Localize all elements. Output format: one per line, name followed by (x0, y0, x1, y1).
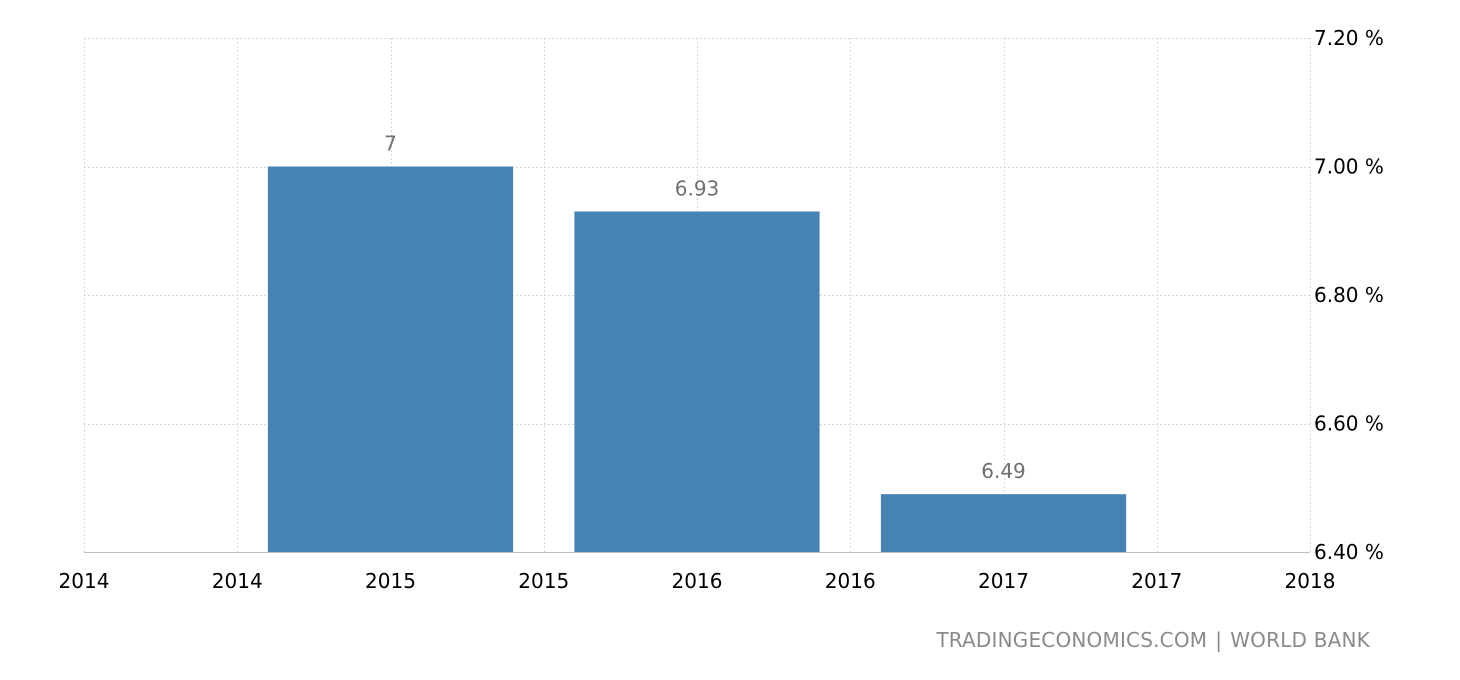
y-tick-label: 7.00 % (1314, 155, 1384, 179)
bar-value-label-2015: 7 (384, 132, 397, 156)
x-tick-label: 2014 (212, 569, 263, 593)
x-tick-label: 2016 (672, 569, 723, 593)
y-tick-label: 6.60 % (1314, 412, 1384, 436)
source-site: TRADINGECONOMICS.COM (936, 628, 1208, 652)
x-tick-label: 2014 (59, 569, 110, 593)
bar-value-labels: 7 6.93 6.49 (384, 132, 1026, 484)
x-axis-ticks: 2014 2014 2015 2015 2016 2016 2017 2017 2018 (59, 569, 1336, 593)
x-tick-label: 2015 (518, 569, 569, 593)
x-tick-label: 2018 (1285, 569, 1336, 593)
x-tick-label: 2015 (365, 569, 416, 593)
y-axis-ticks: 7.20 % 7.00 % 6.80 % 6.60 % 6.40 % (1314, 26, 1384, 564)
y-tick-label: 6.80 % (1314, 283, 1384, 307)
bar-value-label-2017: 6.49 (981, 459, 1026, 483)
x-tick-label: 2017 (1131, 569, 1182, 593)
bar-2016 (574, 211, 820, 552)
y-tick-label: 7.20 % (1314, 26, 1384, 50)
bar-2015 (267, 166, 514, 552)
source-provider: WORLD BANK (1230, 628, 1370, 652)
y-tick-label: 6.40 % (1314, 540, 1384, 564)
bar-2017 (880, 494, 1127, 552)
source-attribution: TRADINGECONOMICS.COM | WORLD BANK (936, 628, 1370, 652)
source-separator: | (1215, 628, 1223, 652)
x-tick-label: 2016 (825, 569, 876, 593)
bar-layer (267, 166, 1127, 552)
bar-value-label-2016: 6.93 (675, 176, 720, 200)
x-tick-label: 2017 (978, 569, 1029, 593)
